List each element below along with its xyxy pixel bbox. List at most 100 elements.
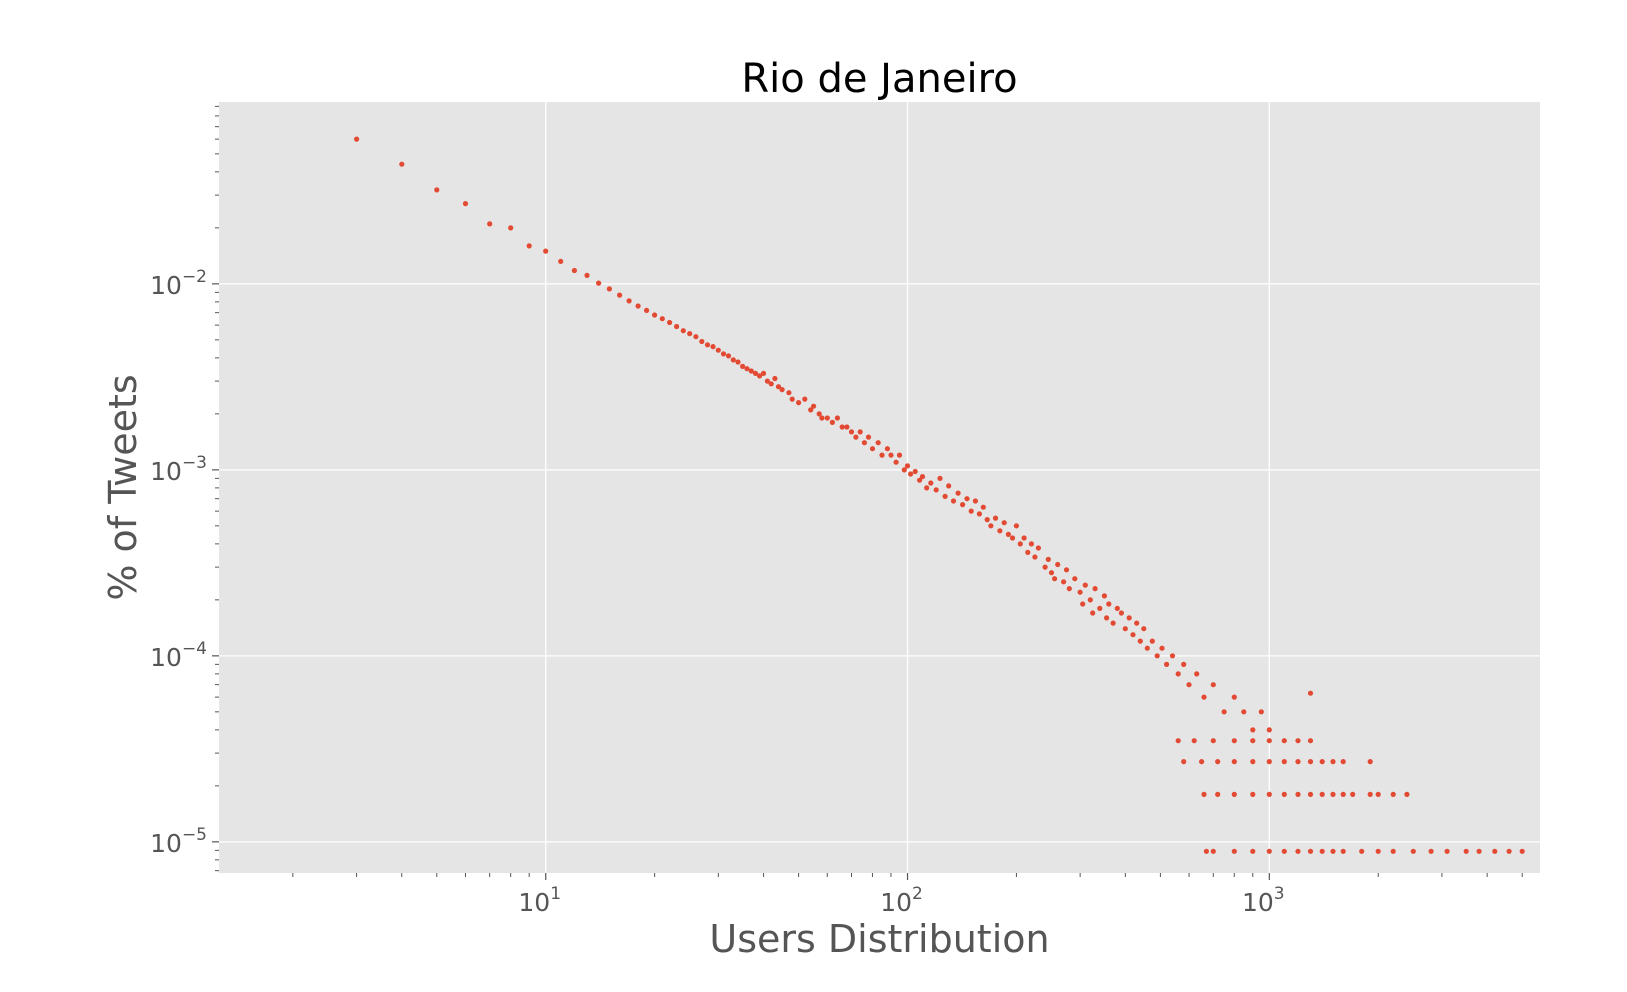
- data-point: [853, 434, 859, 440]
- data-point: [1295, 759, 1301, 765]
- data-point: [508, 225, 514, 231]
- data-point: [659, 316, 665, 322]
- data-point: [896, 452, 903, 458]
- data-point: [775, 384, 782, 390]
- data-point: [1149, 638, 1155, 644]
- data-point: [1191, 738, 1197, 744]
- data-point: [1375, 791, 1381, 798]
- data-point: [1295, 791, 1301, 798]
- data-point: [1281, 738, 1287, 744]
- chart-title: Rio de Janeiro: [741, 56, 1017, 102]
- data-point: [879, 452, 885, 458]
- data-point: [912, 468, 918, 475]
- data-point: [865, 434, 872, 440]
- data-point: [1106, 601, 1112, 607]
- data-point: [933, 487, 939, 493]
- data-point: [1061, 579, 1067, 585]
- data-point: [584, 272, 590, 278]
- data-point: [968, 508, 974, 514]
- data-point: [1210, 738, 1216, 744]
- data-point: [1175, 671, 1181, 677]
- data-point: [869, 446, 876, 452]
- data-point: [596, 280, 602, 286]
- data-point: [893, 459, 899, 465]
- data-point: [710, 344, 716, 350]
- data-point: [1231, 738, 1237, 744]
- data-point: [946, 483, 952, 489]
- data-point: [844, 424, 850, 430]
- data-point: [1087, 597, 1093, 603]
- data-point: [988, 523, 994, 529]
- data-point: [1250, 738, 1256, 744]
- data-point: [399, 161, 405, 167]
- data-point: [1307, 848, 1314, 854]
- data-point: [1307, 738, 1314, 744]
- data-point: [1250, 848, 1256, 854]
- data-point: [875, 440, 881, 446]
- data-point: [1101, 593, 1107, 599]
- data-point: [1404, 791, 1410, 798]
- data-point: [1492, 848, 1498, 854]
- data-point: [960, 502, 966, 508]
- data-point: [919, 474, 926, 480]
- data-point: [901, 467, 907, 473]
- data-point: [752, 370, 759, 376]
- data-point: [720, 351, 727, 357]
- data-point: [606, 286, 613, 292]
- data-point: [1090, 610, 1096, 616]
- data-point: [1241, 709, 1247, 715]
- data-point: [1130, 632, 1136, 638]
- data-point: [829, 419, 836, 425]
- data-point: [652, 312, 658, 318]
- data-point: [1210, 682, 1216, 688]
- data-point: [1181, 759, 1187, 765]
- grid-lines: [219, 102, 1540, 873]
- data-point: [997, 528, 1003, 534]
- data-point: [1266, 848, 1272, 854]
- data-point: [617, 292, 623, 298]
- data-point: [748, 368, 754, 374]
- data-point: [1203, 848, 1209, 854]
- y-tick-label: 10−3: [150, 453, 207, 486]
- data-point: [768, 381, 774, 387]
- data-point: [1215, 759, 1221, 765]
- data-point: [1082, 582, 1088, 588]
- data-point: [1231, 791, 1237, 798]
- data-point: [984, 517, 990, 523]
- data-point: [917, 477, 923, 483]
- data-point: [1231, 694, 1237, 700]
- data-point: [1390, 791, 1396, 798]
- data-point: [687, 331, 693, 337]
- data-point: [1390, 848, 1396, 854]
- data-point: [1134, 620, 1140, 626]
- data-point: [928, 480, 934, 486]
- x-tick-label: 101: [518, 884, 561, 917]
- data-point: [1097, 605, 1103, 612]
- data-point: [1215, 791, 1221, 798]
- data-point: [635, 303, 641, 309]
- data-point: [1340, 848, 1346, 854]
- data-point: [1307, 759, 1314, 765]
- data-point: [1013, 523, 1020, 529]
- y-axis-label: % of Tweets: [101, 374, 145, 600]
- data-point: [1055, 561, 1061, 568]
- data-point: [1258, 709, 1264, 715]
- x-axis-ticks: 101 102 103: [518, 873, 1285, 917]
- data-point: [1221, 709, 1227, 715]
- data-point: [644, 307, 650, 313]
- data-point: [1048, 570, 1055, 576]
- data-point: [950, 498, 957, 504]
- data-point: [1340, 791, 1346, 798]
- data-point: [834, 415, 841, 421]
- y-tick-label: 10−2: [150, 267, 207, 300]
- data-point: [626, 298, 632, 304]
- data-point: [667, 319, 673, 326]
- y-tick-label: 10−4: [150, 639, 207, 672]
- data-point: [1330, 848, 1336, 854]
- data-point: [1025, 549, 1031, 556]
- data-point: [1506, 848, 1512, 854]
- data-point: [819, 415, 825, 421]
- data-point: [1137, 638, 1143, 644]
- data-point: [924, 485, 930, 491]
